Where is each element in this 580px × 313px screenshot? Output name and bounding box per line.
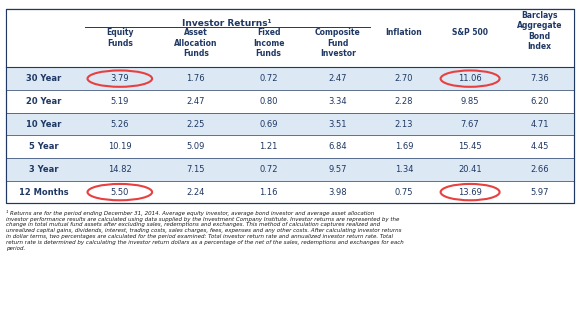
Text: 5.09: 5.09	[187, 142, 205, 151]
Text: 5.26: 5.26	[111, 120, 129, 129]
Text: 5 Year: 5 Year	[29, 142, 59, 151]
Text: Asset
Allocation
Funds: Asset Allocation Funds	[174, 28, 218, 58]
Text: 4.71: 4.71	[530, 120, 549, 129]
Text: Inflation: Inflation	[386, 28, 422, 37]
Text: 30 Year: 30 Year	[26, 74, 61, 83]
Text: 2.13: 2.13	[395, 120, 414, 129]
Text: Investor Returns¹: Investor Returns¹	[183, 19, 272, 28]
Text: 0.72: 0.72	[259, 165, 278, 174]
Text: 2.70: 2.70	[395, 74, 414, 83]
Text: 3.98: 3.98	[329, 187, 347, 197]
Text: 6.20: 6.20	[530, 97, 549, 106]
Text: Equity
Funds: Equity Funds	[106, 28, 133, 48]
Text: 9.85: 9.85	[461, 97, 479, 106]
Text: Fixed
Income
Funds: Fixed Income Funds	[253, 28, 284, 58]
Text: 6.84: 6.84	[329, 142, 347, 151]
Text: 14.82: 14.82	[108, 165, 132, 174]
Text: 7.36: 7.36	[530, 74, 549, 83]
Text: ¹ Returns are for the period ending December 31, 2014. Average equity investor, : ¹ Returns are for the period ending Dece…	[6, 210, 404, 250]
Text: 1.69: 1.69	[395, 142, 414, 151]
Text: 10.19: 10.19	[108, 142, 132, 151]
Text: 10 Year: 10 Year	[26, 120, 61, 129]
Text: Composite
Fund
Investor: Composite Fund Investor	[315, 28, 361, 58]
Bar	[6, 67, 574, 90]
Bar	[6, 158, 574, 181]
Bar	[6, 113, 574, 136]
Text: 3.51: 3.51	[329, 120, 347, 129]
Text: 3.79: 3.79	[111, 74, 129, 83]
Text: 5.50: 5.50	[111, 187, 129, 197]
Text: 2.47: 2.47	[329, 74, 347, 83]
Text: 0.75: 0.75	[395, 187, 414, 197]
Text: 20 Year: 20 Year	[26, 97, 61, 106]
Text: 12 Months: 12 Months	[19, 187, 68, 197]
Bar	[6, 9, 574, 203]
Text: 3 Year: 3 Year	[29, 165, 59, 174]
Text: 5.97: 5.97	[530, 187, 549, 197]
Text: 13.69: 13.69	[458, 187, 482, 197]
Text: Barclays
Aggregate
Bond
Index: Barclays Aggregate Bond Index	[517, 11, 562, 51]
Text: 4.45: 4.45	[530, 142, 549, 151]
Text: 2.25: 2.25	[187, 120, 205, 129]
Text: 1.21: 1.21	[259, 142, 278, 151]
Text: 2.28: 2.28	[395, 97, 414, 106]
Text: 2.24: 2.24	[187, 187, 205, 197]
Text: 9.57: 9.57	[329, 165, 347, 174]
Text: 0.72: 0.72	[259, 74, 278, 83]
Text: 15.45: 15.45	[458, 142, 482, 151]
Text: 7.15: 7.15	[187, 165, 205, 174]
Text: 3.34: 3.34	[329, 97, 347, 106]
Text: 7.67: 7.67	[461, 120, 480, 129]
Text: 2.66: 2.66	[530, 165, 549, 174]
Text: 1.34: 1.34	[395, 165, 414, 174]
Text: 0.69: 0.69	[259, 120, 278, 129]
Text: 5.19: 5.19	[111, 97, 129, 106]
Text: S&P 500: S&P 500	[452, 28, 488, 37]
Bar	[6, 9, 574, 203]
Text: 2.47: 2.47	[187, 97, 205, 106]
Text: 1.16: 1.16	[259, 187, 278, 197]
Text: 20.41: 20.41	[458, 165, 482, 174]
Text: 1.76: 1.76	[187, 74, 205, 83]
Text: 11.06: 11.06	[458, 74, 482, 83]
Text: 0.80: 0.80	[259, 97, 278, 106]
Bar	[6, 9, 574, 67]
